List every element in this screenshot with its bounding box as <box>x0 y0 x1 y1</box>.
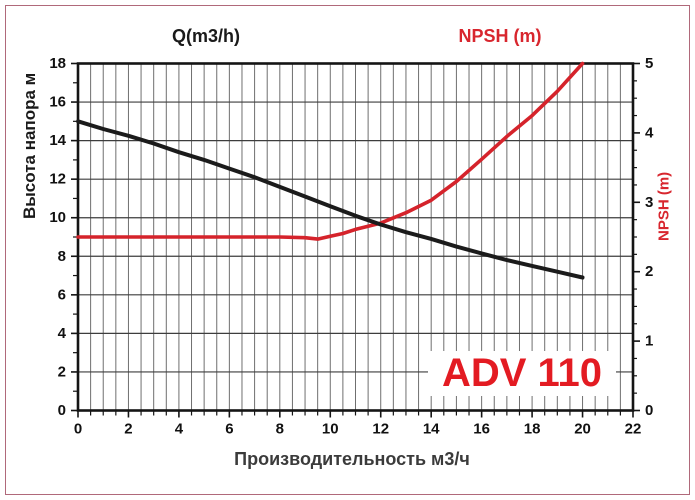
x-axis-title: Производительность м3/ч <box>234 449 470 469</box>
right-y-tick-label: 5 <box>645 55 653 72</box>
x-tick-label: 6 <box>225 421 233 438</box>
series-curve-head <box>76 119 585 280</box>
left-y-tick-label: 2 <box>58 363 66 380</box>
x-tick-label: 18 <box>524 421 541 438</box>
x-tick-label: 0 <box>74 421 82 438</box>
x-tick-label: 20 <box>574 421 591 438</box>
x-tick-label: 14 <box>423 421 440 438</box>
left-y-tick-label: 0 <box>58 402 66 419</box>
x-tick-label: 8 <box>276 421 284 438</box>
left-y-tick-label: 6 <box>58 286 66 303</box>
right-y-tick-label: 3 <box>645 194 653 211</box>
series-curve-npsh <box>76 61 585 241</box>
npsh-top-title: NPSH (m) <box>458 26 542 46</box>
right-y-tick-label: 1 <box>645 333 653 350</box>
x-tick-label: 4 <box>175 421 184 438</box>
left-y-tick-label: 16 <box>49 94 66 111</box>
left-y-tick-label: 4 <box>58 325 67 342</box>
left-y-tick-label: 8 <box>58 248 66 265</box>
right-y-tick-label: 4 <box>645 124 654 141</box>
left-y-tick-label: 10 <box>49 209 66 226</box>
x-tick-label: 10 <box>322 421 339 438</box>
right-y-tick-label: 2 <box>645 263 653 280</box>
x-tick-label: 16 <box>473 421 490 438</box>
flow-axis-top-title: Q(m3/h) <box>171 26 240 46</box>
right-y-tick-label: 0 <box>645 402 653 419</box>
left-y-tick-label: 12 <box>49 171 66 188</box>
x-tick-label: 22 <box>625 421 642 438</box>
pump-model-label: ADV 110 <box>428 351 616 396</box>
left-y-tick-label: 18 <box>49 55 66 72</box>
left-y-tick-label: 14 <box>49 132 66 149</box>
x-tick-label: 12 <box>372 421 389 438</box>
x-tick-label: 2 <box>124 421 132 438</box>
